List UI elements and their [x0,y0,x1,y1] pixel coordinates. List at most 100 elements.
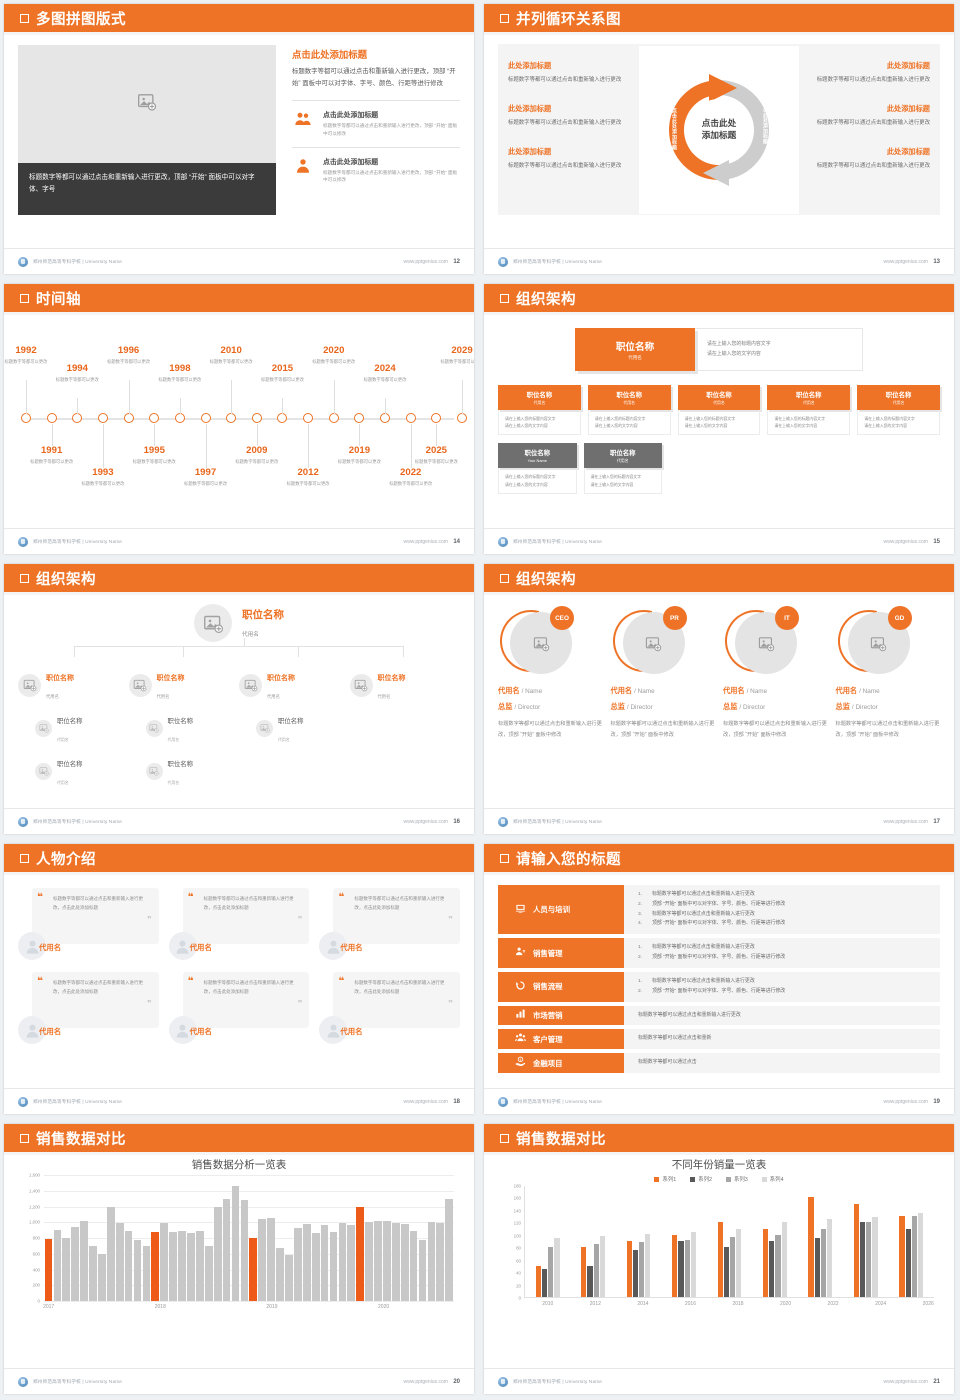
y-tick-label: 180 [513,1183,521,1189]
list-item: 2. 顶部 “开始” 面板中可以对字体、字号、颜色、行距等进行修改 [638,987,940,997]
org-node-l1[interactable]: 职位名称 代用名 [349,667,461,703]
profile-name: 代用名 / Name [498,686,603,696]
org-box[interactable]: 职位名称 代用名 请在上输入您的标题内容文字 请在上输入您的文字内容 [583,443,662,494]
slide[interactable]: 组织架构 职位名称 代用名 请在上输入您的标题内容文字 请在上输入您的文字内容 … [480,280,960,560]
org-node-l2[interactable]: 职位名称 代用名 [35,753,129,789]
timeline-node[interactable] [277,413,288,423]
slide[interactable]: 请输入您的标题 人员与培训 1. 标题数字等都可以通过点击和重新输入进行更改 2. 顶… [480,840,960,1120]
timeline-node[interactable] [380,413,391,423]
list-index: 1. [638,892,643,897]
timeline-node[interactable] [200,413,211,423]
org-node-l2[interactable]: 职位名称 代用名 [145,710,240,746]
image-placeholder[interactable] [18,45,276,163]
bar [860,1222,866,1297]
category-label: 人员与培训 [533,905,570,915]
gridline [44,1190,454,1192]
timeline-desc: 标题数字等都可以更改 [235,458,279,464]
org-box[interactable]: 职位名称 代用名 请在上输入您的标题内容文字 请在上输入您的文字内容 [677,385,761,436]
timeline-node[interactable] [72,413,83,423]
category-label: 销售管理 [533,948,563,958]
org-box[interactable]: 职位名称 代用名 请在上输入您的标题内容文字 请在上输入您的文字内容 [498,385,581,436]
list-text: 标题数字等都可以通过点击和重新输入进行更改 [652,945,755,951]
person-card[interactable]: ❝ ❞ 标题数字等都可以通过点击和重新输入进行更改，点击此处添加标题 代用名 [18,888,159,960]
org-node-role: 代用名 [46,694,59,699]
slide[interactable]: 销售数据对比 不同年份销量一览表 系列1 系列2 系列3 系列4 0 20 40 60 80 1… [480,1120,960,1400]
timeline-entry: 2015 标题数字等都可以更改 [253,363,311,383]
org-node-l2[interactable]: 职位名称 代用名 [145,753,240,789]
org-node-l2[interactable]: 职位名称 代用名 [35,710,129,746]
org-node-l1[interactable]: 职位名称 代用名 [128,667,240,703]
slide-footer: 郑州师范高等专科学校 | University Name www.pptgeni… [4,1368,474,1394]
org-node-l1[interactable]: 职位名称 代用名 [18,667,129,703]
profile-card[interactable]: GD 代用名 / Name 总监 / Director 标题数字等都可以通过点击… [826,598,941,740]
org-node-l2[interactable]: 职位名称 代用名 [256,710,350,746]
bar [302,1224,311,1301]
person-card[interactable]: ❝ ❞ 标题数字等都可以通过点击和重新输入进行更改，点击此处添加标题 代用名 [18,972,159,1044]
image-placeholder-icon [23,679,36,692]
person-card[interactable]: ❝ ❞ 标题数字等都可以通过点击和重新输入进行更改，点击此处添加标题 代用名 [168,888,310,960]
category-label-button[interactable]: 市场营销 [498,1005,624,1026]
timeline-node[interactable] [123,413,134,423]
person-card[interactable]: ❝ ❞ 标题数字等都可以通过点击和重新输入进行更改，点击此处添加标题 代用名 [319,972,460,1044]
profile-card[interactable]: PR 代用名 / Name 总监 / Director 标题数字等都可以通过点击… [601,598,716,740]
profile-card[interactable]: IT 代用名 / Name 总监 / Director 标题数字等都可以通过点击… [713,598,828,740]
org-box-line2: 请在上输入您的文字内容 [774,423,818,429]
category-label-button[interactable]: 人员与培训 [498,885,624,935]
person-card[interactable]: ❝ ❞ 标题数字等都可以通过点击和重新输入进行更改，点击此处添加标题 代用名 [319,888,460,960]
timeline-node[interactable] [405,413,416,423]
bar [814,1237,820,1297]
profile-name: 代用名 / Name [723,686,828,696]
slide-title: 时间轴 [36,291,81,308]
org-node-l1[interactable]: 职位名称 代用名 [239,667,350,703]
org-box[interactable]: 职位名称 代用名 请在上输入您的标题内容文字 请在上输入您的文字内容 [587,385,671,436]
org-box[interactable]: 职位名称 代用名 请在上输入您的标题内容文字 请在上输入您的文字内容 [857,385,940,436]
timeline-node[interactable] [174,413,185,423]
slide[interactable]: 人物介绍 ❝ ❞ 标题数字等都可以通过点击和重新输入进行更改，点击此处添加标题 … [0,840,480,1120]
timeline-node[interactable] [251,413,262,423]
timeline-node[interactable] [328,413,339,423]
category-label: 客户管理 [533,1034,563,1044]
image-placeholder-icon [39,724,49,733]
bar [581,1247,587,1297]
timeline-node[interactable] [457,413,467,423]
timeline-desc: 标题数字等都可以更改 [389,480,433,486]
org-box-line2: 请在上输入您的文字内容 [505,423,548,429]
y-tick-label: 0 [37,1298,40,1304]
timeline-node[interactable] [149,413,160,423]
slide[interactable]: 组织架构 CEO 代用名 / Name 总监 / Director 标题数字等都… [480,560,960,840]
timeline-node[interactable] [21,413,31,423]
bar [593,1244,599,1297]
org-box[interactable]: 职位名称 代用名 请在上输入您的标题内容文字 请在上输入您的文字内容 [767,385,851,436]
timeline-node[interactable] [354,413,365,423]
bar [311,1233,320,1301]
timeline-node[interactable] [226,413,237,423]
person-card[interactable]: ❝ ❞ 标题数字等都可以通过点击和重新输入进行更改，点击此处添加标题 代用名 [168,972,310,1044]
org-root-box[interactable]: 职位名称 代用名 [575,328,695,371]
timeline-node[interactable] [303,413,314,423]
bar [717,1222,723,1297]
avatar [168,932,197,960]
org-root[interactable]: 职位名称 代用名 [18,604,460,642]
person-name: 代用名 [39,943,62,952]
org-box-line1: 请在上输入您的标题内容文字 [590,474,642,480]
timeline-node[interactable] [431,413,442,423]
profile-card[interactable]: CEO 代用名 / Name 总监 / Director 标题数字等都可以通过点… [488,598,603,740]
category-label-button[interactable]: 销售流程 [498,971,624,1002]
category-label-button[interactable]: 客户管理 [498,1029,624,1050]
x-tick-label: 2026 [922,1301,934,1307]
category-label-button[interactable]: $ 金融项目 [498,1053,624,1073]
avatar [145,762,163,780]
slide[interactable]: 并列循环关系图 此处添加标题 标题数字等都可以通过点击和重新输入进行更改 此处添… [480,0,960,280]
timeline-node[interactable] [97,413,108,423]
quote-close-icon: ❞ [146,999,152,1008]
timeline-node[interactable] [46,413,57,423]
org-box[interactable]: 职位名称 Your Name 请在上输入您的标题内容文字 请在上输入您的文字内容 [498,443,577,494]
slide[interactable]: 多图拼图版式 标题数字等都可以通过点击和重新输入进行更改，顶部 “开始” 面板中… [0,0,480,280]
slide[interactable]: 组织架构 职位名称 代用名 职位名称 代用名 [0,560,480,840]
role-badge: CEO [550,606,574,630]
slide[interactable]: 时间轴 1992 标题数字等都可以更改 1994 标题数字等都可以更改 1996… [0,280,480,560]
slide[interactable]: 销售数据对比 销售数据分析一览表 0 200 400 600 800 1,000 1,200… [0,1120,480,1400]
category-label-button[interactable]: 销售管理 [498,938,624,968]
profile-role: 总监 / Director [611,702,716,712]
category-content: 标题数字等都可以通过点击和重新输入进行更改 [624,1005,940,1026]
